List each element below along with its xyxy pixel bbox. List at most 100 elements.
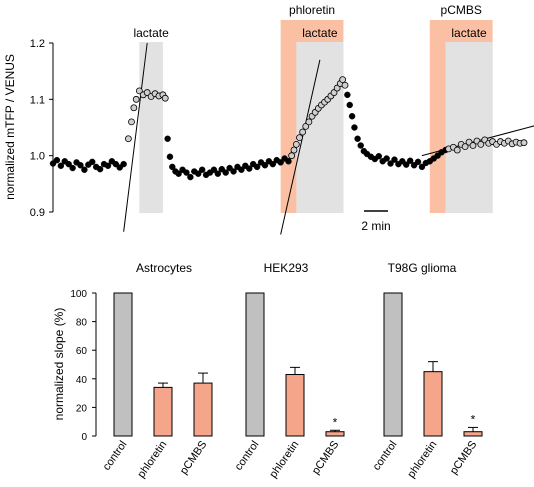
- data-point-filled: [120, 160, 127, 168]
- bar-y-tick-label: 0: [81, 432, 87, 443]
- data-point-filled: [238, 166, 245, 173]
- data-point-filled: [175, 170, 182, 177]
- trace-y-tick-label: 1.2: [30, 38, 45, 50]
- data-point-filled: [195, 170, 202, 177]
- bar-group-1: HEK293 control phloretin * pCMBS: [233, 261, 345, 480]
- band-label-lactate-0: lactate: [133, 26, 169, 40]
- treatment-bands: [139, 20, 493, 213]
- data-point-filled: [269, 160, 276, 168]
- data-point-open: [330, 89, 338, 96]
- data-point-open: [520, 139, 528, 147]
- bar-phloretin: [423, 371, 443, 437]
- trace-y-tick-label: 1.0: [30, 151, 45, 163]
- data-point-open: [135, 87, 143, 95]
- data-point-filled: [354, 135, 361, 142]
- data-point-open: [302, 122, 310, 130]
- category-label-phloretin: phloretin: [405, 439, 439, 480]
- data-point-filled: [164, 135, 171, 142]
- data-point-filled: [414, 158, 422, 166]
- data-point-filled: [346, 101, 353, 109]
- group-title: HEK293: [264, 261, 309, 275]
- data-point-filled: [344, 91, 351, 99]
- data-point-open: [292, 140, 300, 148]
- data-point-filled: [391, 156, 398, 163]
- data-point-filled: [403, 161, 410, 168]
- data-point-filled: [198, 166, 206, 173]
- bar-y-tick-label: 20: [76, 403, 88, 414]
- trace-y-tick-label: 0.9: [30, 207, 45, 219]
- group-title: T98G glioma: [388, 261, 457, 275]
- band-label-inhibitor-3: pCMBS: [441, 3, 482, 17]
- group-title: Astrocytes: [136, 261, 192, 275]
- band-label-inhibitor-1: phloretin: [289, 3, 335, 17]
- bar-y-axis-label: normalized slope (%): [52, 308, 66, 421]
- data-point-filled: [261, 162, 269, 169]
- data-point-open: [143, 89, 151, 96]
- scale-bar-label: 2 min: [361, 219, 390, 233]
- data-point-filled: [357, 142, 364, 149]
- data-point-filled: [69, 164, 76, 172]
- data-point-filled: [348, 113, 356, 120]
- data-point-open: [469, 142, 477, 149]
- data-point-open: [161, 94, 169, 102]
- bar-y-tick-label: 100: [70, 289, 87, 300]
- data-point-filled: [285, 158, 292, 165]
- time-scale-bar: 2 min: [361, 210, 391, 233]
- data-point-open: [288, 152, 296, 160]
- bar-panel: 0 20 40 60 80 100 normalized slope (%) Astroc…: [52, 261, 483, 480]
- data-point-filled: [253, 163, 261, 171]
- data-point-open: [130, 104, 138, 112]
- bar-y-tick-label: 80: [76, 318, 88, 329]
- data-point-filled: [387, 160, 394, 167]
- data-point-open: [299, 128, 307, 136]
- data-point-filled: [210, 166, 218, 173]
- data-point-filled: [222, 169, 229, 176]
- data-point-filled: [57, 162, 65, 170]
- bar-y-axis: 0 20 40 60 80 100: [70, 289, 96, 443]
- data-point-filled: [406, 157, 414, 164]
- trace-y-axis-label: normalized mTFP / VENUS: [3, 54, 17, 200]
- data-point-open: [305, 118, 313, 126]
- data-point-filled: [214, 170, 222, 177]
- data-point-filled: [418, 163, 426, 171]
- data-point-filled: [96, 165, 104, 173]
- bar-phloretin: [285, 374, 305, 437]
- data-point-open: [341, 81, 349, 89]
- fit-line-0: [123, 42, 148, 232]
- trace-y-tick-label: 1.1: [30, 94, 45, 106]
- bar-y-tick-label: 40: [76, 375, 88, 386]
- bar-control: [113, 292, 133, 437]
- bar-pCMBS: [463, 431, 483, 437]
- category-label-control: control: [233, 439, 262, 473]
- data-point-filled: [230, 168, 237, 175]
- data-point-filled: [89, 158, 96, 166]
- data-point-filled: [53, 156, 61, 164]
- data-point-filled: [65, 160, 72, 168]
- data-point-open: [339, 76, 347, 84]
- data-point-open: [453, 146, 461, 154]
- data-point-filled: [383, 155, 390, 162]
- band-lactate-4: [445, 42, 493, 213]
- data-point-filled: [277, 159, 284, 166]
- fit-line-1: [280, 59, 321, 235]
- category-label-pCMBS: pCMBS: [448, 439, 480, 477]
- trace-panel: lactate phloretin lactate pCMBS lactate 0.9 1…: [3, 3, 534, 235]
- category-label-control: control: [101, 439, 130, 473]
- data-point-filled: [187, 173, 194, 181]
- data-point-filled: [77, 162, 84, 169]
- data-point-open: [124, 135, 132, 143]
- trace-points: [49, 76, 528, 181]
- bar-phloretin: [153, 386, 173, 437]
- significance-marker: *: [333, 415, 338, 429]
- band-label-lactate-4: lactate: [451, 26, 487, 40]
- category-label-control: control: [371, 439, 400, 473]
- data-point-filled: [169, 163, 176, 171]
- data-point-filled: [375, 153, 382, 160]
- data-point-filled: [104, 162, 112, 170]
- band-lactate-0: [139, 42, 163, 213]
- data-point-filled: [351, 124, 358, 131]
- data-point-filled: [246, 165, 253, 172]
- data-point-open: [296, 134, 303, 142]
